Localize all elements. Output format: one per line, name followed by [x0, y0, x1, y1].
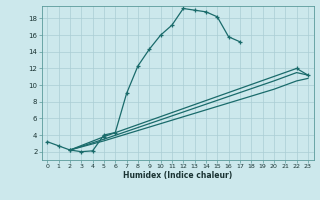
- X-axis label: Humidex (Indice chaleur): Humidex (Indice chaleur): [123, 171, 232, 180]
